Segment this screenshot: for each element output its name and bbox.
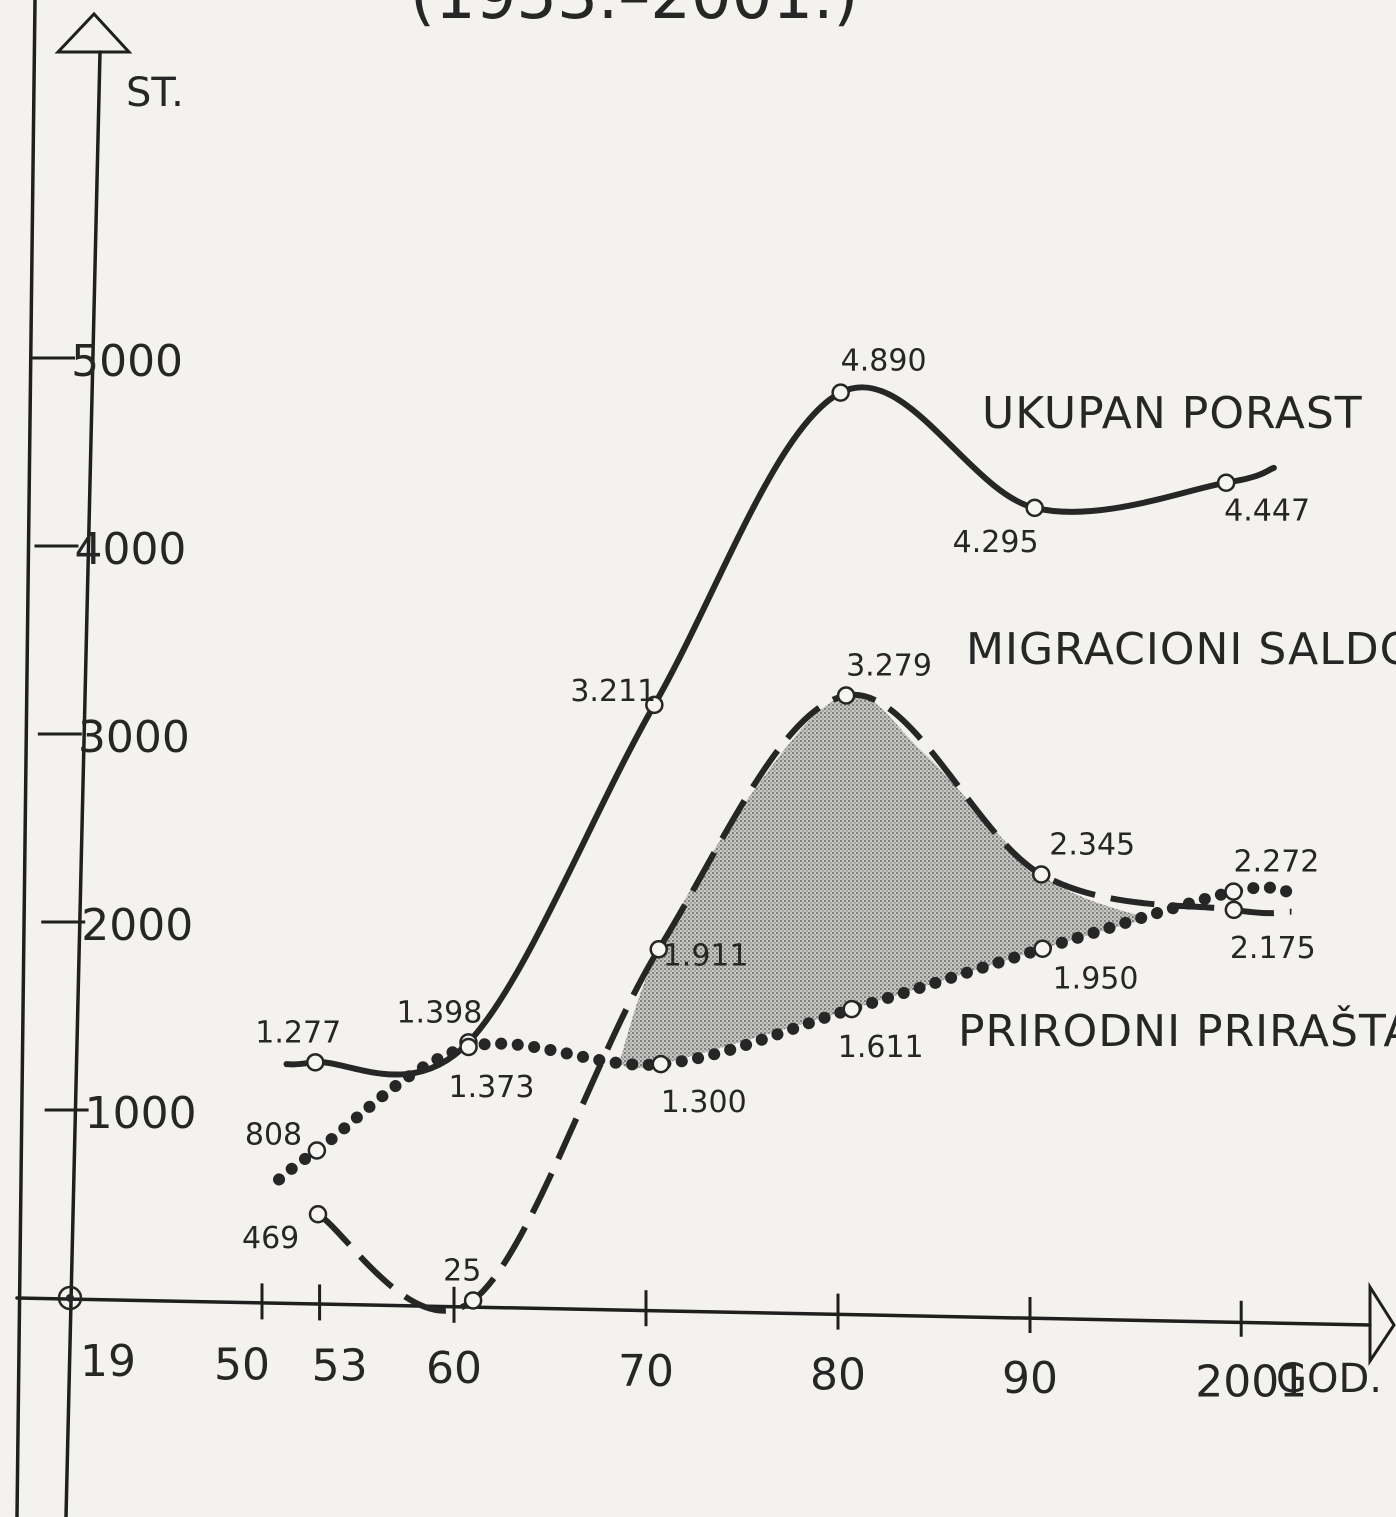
x-tick-label: 50 bbox=[214, 1339, 270, 1390]
data-label-1991: 2.345 bbox=[1049, 827, 1135, 862]
data-label-1971: 3.211 bbox=[570, 674, 656, 709]
prirodni-priraštaj-point-1991 bbox=[1033, 939, 1052, 958]
ukupan-porast-point-1953 bbox=[306, 1053, 325, 1072]
data-label-1971: 1.911 bbox=[663, 938, 749, 973]
axis-ticks: 50 53 60 70 80 90 2001 1000 2000 3000 4000 5000 bbox=[31, 336, 1307, 1408]
origin-marker bbox=[57, 1285, 83, 1311]
x-tick-label: 2001 bbox=[1195, 1357, 1307, 1408]
migracioni-saldo-point-1971 bbox=[649, 940, 668, 959]
migracioni-saldo-point-1981 bbox=[836, 686, 856, 705]
migracioni-saldo-point-1991 bbox=[1032, 865, 1051, 884]
data-label-1953: 1.277 bbox=[255, 1015, 341, 1050]
x-tick-label: 53 bbox=[312, 1340, 368, 1391]
y-axis-arrow bbox=[54, 11, 133, 54]
y-tick-label: 1000 bbox=[85, 1088, 197, 1139]
x-axis bbox=[15, 1296, 1372, 1327]
data-label-1991: 4.295 bbox=[953, 525, 1039, 560]
x-tick-label: 70 bbox=[618, 1346, 674, 1397]
page-edge-rule bbox=[15, 0, 37, 1517]
data-label-1961: 1.398 bbox=[396, 995, 482, 1030]
shaded-area bbox=[618, 694, 1148, 1069]
prirodni-priraštaj-point-1971 bbox=[651, 1054, 671, 1074]
x-axis-unit: GOD. bbox=[1276, 1356, 1382, 1402]
y-axis-unit: ST. bbox=[126, 70, 184, 116]
data-label-2001: 2.272 bbox=[1234, 845, 1320, 880]
ukupan-porast-point-1971 bbox=[645, 695, 664, 715]
data-label-1953: 469 bbox=[242, 1221, 299, 1256]
data-labels: 1.277 1.398 3.211 4.890 4.295 4.447 469 25 1.911… bbox=[242, 344, 1319, 1289]
origin-marker-center bbox=[66, 1294, 74, 1302]
prirodni-priraštaj-point-1953 bbox=[307, 1141, 327, 1160]
ukupan-porast-line bbox=[283, 384, 1277, 1078]
chart-title: (1953.–2001.) bbox=[410, 0, 858, 34]
data-label-1981: 3.279 bbox=[846, 648, 932, 683]
data-label-1981: 4.890 bbox=[841, 344, 927, 379]
series-label-prirodni-priraštaj: PRIRODNI PRIRAŠTAJ bbox=[958, 1004, 1396, 1057]
series-label-ukupan-porast: UKUPAN PORAST bbox=[982, 388, 1363, 439]
x-tick-label: 90 bbox=[1002, 1353, 1058, 1404]
prirodni-priraštaj-point-1981 bbox=[842, 999, 861, 1019]
migracioni-saldo-point-1961 bbox=[463, 1291, 483, 1310]
data-label-1961: 25 bbox=[443, 1253, 481, 1288]
data-label-1981: 1.611 bbox=[838, 1030, 924, 1065]
data-point-markers bbox=[306, 383, 1244, 1310]
x-tick-label: 60 bbox=[426, 1343, 482, 1394]
series-label-migracioni-saldo: MIGRACIONI SALDO bbox=[966, 624, 1396, 675]
data-label-1953: 808 bbox=[245, 1118, 302, 1153]
data-label-2001: 2.175 bbox=[1230, 931, 1316, 966]
y-tick-label: 5000 bbox=[71, 336, 183, 387]
prirodni-priraštaj-point-1961 bbox=[459, 1037, 478, 1057]
y-tick-label: 2000 bbox=[81, 900, 193, 951]
data-label-1971: 1.300 bbox=[661, 1085, 747, 1120]
x-tick-label: 80 bbox=[810, 1350, 866, 1401]
prirodni-priraštaj-point-2001 bbox=[1224, 882, 1243, 901]
x-axis-arrow bbox=[1368, 1281, 1396, 1366]
data-label-1991: 1.950 bbox=[1053, 962, 1139, 997]
y-tick-label: 4000 bbox=[74, 524, 186, 575]
data-label-1961: 1.373 bbox=[449, 1070, 535, 1105]
y-tick-label: 3000 bbox=[78, 712, 190, 763]
ukupan-porast-point-2001 bbox=[1216, 473, 1236, 492]
migracioni-saldo-point-2001 bbox=[1224, 900, 1244, 920]
ukupan-porast-point-1981 bbox=[831, 383, 850, 402]
migracioni-saldo-point-1953 bbox=[308, 1204, 328, 1224]
y-axis bbox=[64, 50, 102, 1517]
migration-surplus-area bbox=[618, 694, 1148, 1069]
data-label-2001: 4.447 bbox=[1224, 494, 1310, 529]
ukupan-porast-point-1991 bbox=[1025, 498, 1044, 518]
origin-label: 19 bbox=[80, 1336, 136, 1387]
